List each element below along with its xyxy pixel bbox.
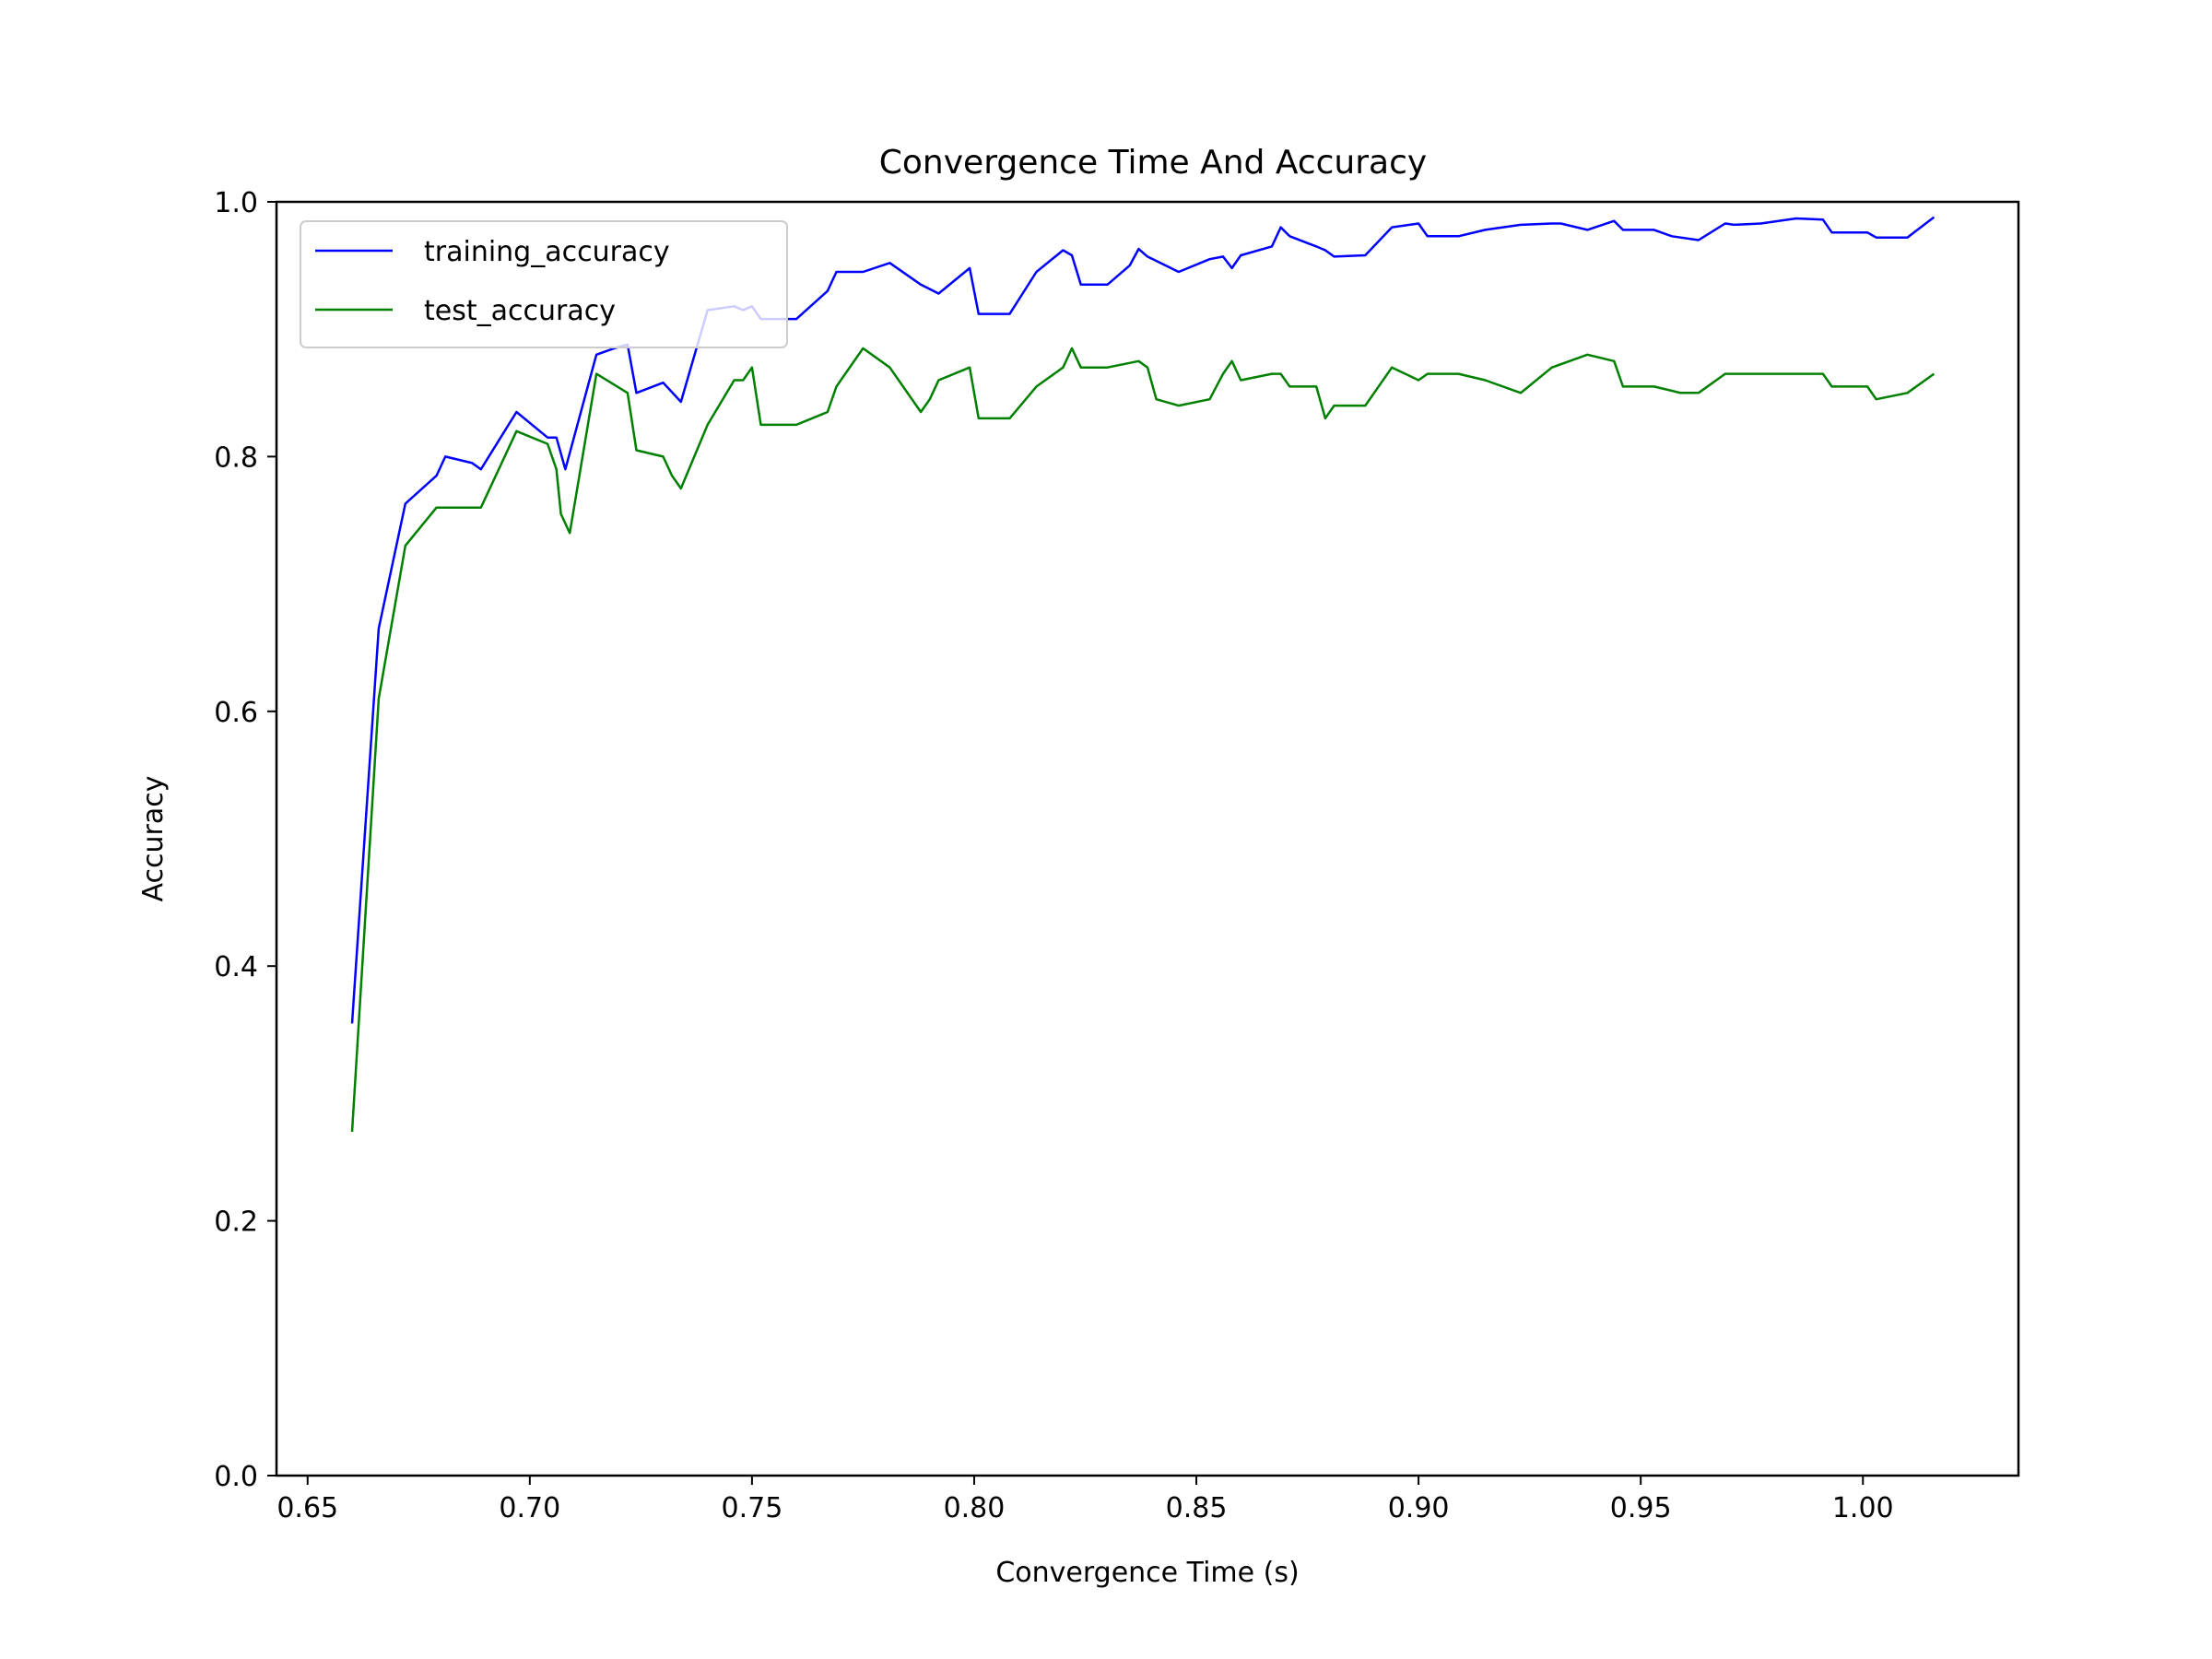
chart-title: Convergence Time And Accuracy	[879, 144, 1427, 182]
y-axis-ticks: 0.0 0.2 0.4 0.6 0.8 1.0	[214, 187, 276, 1493]
y-tick-label: 0.4	[214, 951, 258, 983]
x-tick-label: 0.75	[721, 1492, 782, 1524]
y-tick-label: 0.2	[214, 1206, 258, 1239]
x-tick-label: 1.00	[1832, 1492, 1894, 1524]
x-axis-ticks: 0.65 0.70 0.75 0.80 0.85 0.90 0.95 1.00	[276, 1476, 1894, 1524]
legend: training_accuracy test_accuracy	[300, 220, 788, 348]
plot-area: 0.65 0.70 0.75 0.80 0.85 0.90 0.95 1.00 0.00.20…	[214, 187, 2020, 1524]
axes-frame	[275, 200, 2020, 1477]
legend-box	[300, 220, 788, 348]
legend-label-test-accuracy: test_accuracy	[424, 295, 616, 327]
y-tick-label: 0.0	[214, 1461, 258, 1493]
y-tick-label: 0.8	[214, 441, 258, 474]
y-tick-label: 1.0	[214, 187, 258, 219]
y-tick-label: 0.6	[214, 697, 258, 729]
series-line-test-accuracy	[350, 347, 1936, 1132]
x-tick-label: 0.95	[1610, 1492, 1672, 1524]
x-axis-label: Convergence Time (s)	[995, 1557, 1299, 1589]
legend-entries: training_accuracy test_accuracy	[315, 236, 670, 327]
y-axis-label: Accuracy	[137, 776, 170, 902]
x-tick-label: 0.65	[276, 1492, 338, 1524]
x-tick-label: 0.80	[944, 1492, 1006, 1524]
x-tick-label: 0.70	[499, 1492, 560, 1524]
legend-label-training-accuracy: training_accuracy	[424, 236, 670, 268]
x-tick-label: 0.90	[1388, 1492, 1450, 1524]
x-tick-label: 0.85	[1166, 1492, 1228, 1524]
